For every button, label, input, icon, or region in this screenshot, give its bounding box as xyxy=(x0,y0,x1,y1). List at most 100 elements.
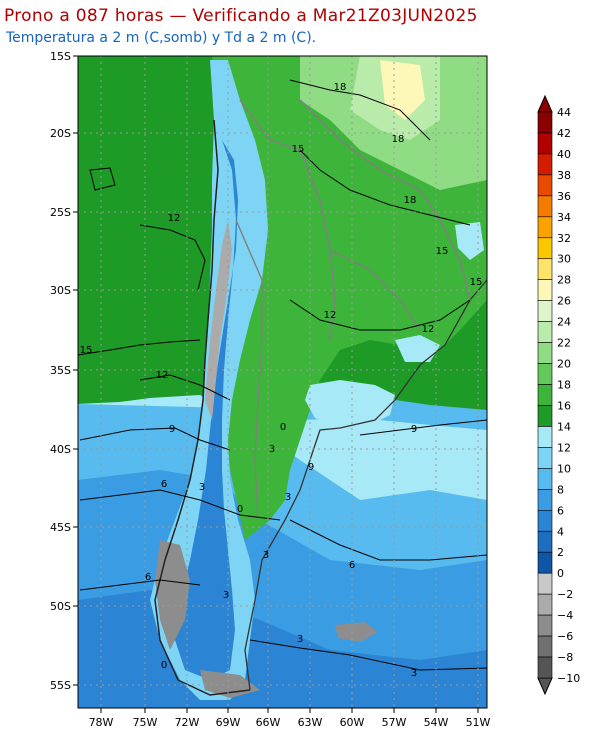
atlantic-coastline xyxy=(244,279,487,691)
lagoon-south-brazil xyxy=(395,335,440,362)
latitude-labels: 15S 20S 25S 30S 35S 40S 45S 50S 55S xyxy=(50,50,78,692)
colorbar-swatch xyxy=(537,614,553,637)
colorbar-label: 18 xyxy=(557,379,571,392)
lat-label: 45S xyxy=(50,521,71,534)
colorbar-swatch xyxy=(537,132,553,155)
colorbar-label: −2 xyxy=(557,588,573,601)
colorbar-swatch xyxy=(537,258,553,281)
contour-label: 18 xyxy=(392,134,405,145)
colorbar-label: 26 xyxy=(557,295,571,308)
contour-3-west xyxy=(79,579,201,591)
plot-frame xyxy=(77,55,488,709)
colorbar-swatch xyxy=(537,384,553,406)
mid-lat-band xyxy=(78,395,487,500)
colorbar-label: 30 xyxy=(557,253,571,266)
colorbar-label: −6 xyxy=(557,630,573,643)
colorbar-swatch xyxy=(537,405,553,427)
lat-label: 30S xyxy=(50,284,71,297)
colorbar-swatch xyxy=(537,363,553,385)
colorbar-swatch xyxy=(537,447,553,469)
contour-label: 15 xyxy=(470,277,483,288)
colorbar-label: 36 xyxy=(557,190,571,203)
coastal-cool-patch xyxy=(455,222,484,260)
border-brazil xyxy=(299,99,471,301)
colorbar-label: −4 xyxy=(557,609,573,622)
colorbar-label: 12 xyxy=(557,441,571,454)
contour-18 xyxy=(289,79,431,141)
colorbar-swatch xyxy=(537,195,553,218)
colorbar-swatch xyxy=(537,237,553,260)
contour-label: 15 xyxy=(80,345,93,356)
colorbar-label: 34 xyxy=(557,211,571,224)
hot-core xyxy=(380,60,425,120)
contour-12-north xyxy=(139,224,206,291)
colorbar-label: 42 xyxy=(557,127,571,140)
contour-label: 6 xyxy=(161,479,167,490)
contour-15 xyxy=(78,339,201,356)
contour-label: 9 xyxy=(411,424,417,435)
contour-label: 0 xyxy=(161,660,167,671)
colorbar-swatch xyxy=(537,300,553,322)
colorbar-label: −10 xyxy=(557,672,580,685)
contour-label: 15 xyxy=(436,246,449,257)
colorbar-label: 16 xyxy=(557,399,571,412)
lat-label: 55S xyxy=(50,679,71,692)
colorbar-swatch xyxy=(537,530,553,553)
colorbar-swatch xyxy=(537,656,553,679)
rio-de-la-plata xyxy=(305,380,395,428)
falkland-islands xyxy=(335,622,378,642)
contour-label: 12 xyxy=(156,370,169,381)
lat-label: 40S xyxy=(50,443,71,456)
contour-label: 6 xyxy=(145,572,151,583)
triangle-up-icon xyxy=(537,94,553,113)
colorbar-label: 40 xyxy=(557,148,571,161)
pacific-coastline xyxy=(154,119,251,696)
colorbar-swatch xyxy=(537,153,553,176)
contour-label: 3 xyxy=(285,492,291,503)
triangle-down-icon xyxy=(537,677,553,696)
contour-label: 0 xyxy=(237,504,243,515)
contour-label: 3 xyxy=(223,590,229,601)
contour-label: 3 xyxy=(297,634,303,645)
colorbar-swatch xyxy=(537,572,553,595)
contour-label: 12 xyxy=(168,213,181,224)
contour-label: 0 xyxy=(280,422,286,433)
lon-label: 54W xyxy=(424,716,449,729)
grid-lines xyxy=(78,56,487,708)
contour-label: 18 xyxy=(334,82,347,93)
lon-label: 78W xyxy=(89,716,114,729)
lon-label: 72W xyxy=(175,716,200,729)
colorbar-label: 4 xyxy=(557,525,564,538)
colorbar-swatch xyxy=(537,509,553,532)
colorbar-label: 10 xyxy=(557,462,571,475)
contour-label: 12 xyxy=(324,310,337,321)
colorbar-swatch xyxy=(537,635,553,658)
colorbar-label: 22 xyxy=(557,337,571,350)
colorbar-label: 28 xyxy=(557,274,571,287)
colorbar-swatch xyxy=(537,279,553,301)
colorbar-swatch xyxy=(537,551,553,574)
lon-label: 63W xyxy=(298,716,323,729)
lon-label: 60W xyxy=(340,716,365,729)
colorbar-label: 2 xyxy=(557,546,564,559)
colorbar-label: 8 xyxy=(557,483,564,496)
contour-label: 15 xyxy=(292,144,305,155)
colorbar-label: 20 xyxy=(557,358,571,371)
lon-label: 75W xyxy=(133,716,158,729)
contour-3-south xyxy=(249,639,487,671)
lon-label: 51W xyxy=(466,716,491,729)
colorbar-label: 0 xyxy=(557,567,564,580)
lon-label: 57W xyxy=(382,716,407,729)
contour-12-continent xyxy=(289,299,471,331)
border-paraguay-uruguay xyxy=(329,249,421,331)
colorbar-label: 38 xyxy=(557,169,571,182)
lon-label: 66W xyxy=(256,716,281,729)
colorbar-swatch xyxy=(537,426,553,448)
colorbar-swatch xyxy=(537,468,553,490)
colorbar-label: −8 xyxy=(557,651,573,664)
contour-12-mid xyxy=(139,374,231,401)
contour-6-east xyxy=(289,519,487,561)
contour-9-east xyxy=(359,419,487,436)
